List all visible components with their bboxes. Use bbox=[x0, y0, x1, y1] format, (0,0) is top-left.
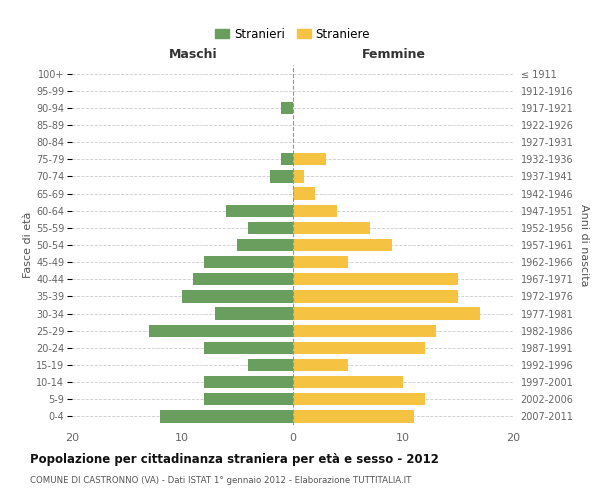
Legend: Stranieri, Straniere: Stranieri, Straniere bbox=[211, 24, 374, 44]
Bar bbox=[293, 290, 458, 302]
Bar bbox=[293, 222, 370, 234]
Bar bbox=[293, 204, 337, 217]
Bar bbox=[182, 290, 293, 302]
Text: Femmine: Femmine bbox=[362, 48, 426, 62]
Bar bbox=[293, 410, 414, 422]
Bar bbox=[293, 359, 347, 371]
Y-axis label: Anni di nascita: Anni di nascita bbox=[579, 204, 589, 286]
Bar bbox=[293, 188, 314, 200]
Bar bbox=[281, 153, 293, 166]
Bar bbox=[293, 153, 326, 166]
Bar bbox=[149, 324, 293, 337]
Text: Popolazione per cittadinanza straniera per età e sesso - 2012: Popolazione per cittadinanza straniera p… bbox=[30, 452, 439, 466]
Bar bbox=[293, 239, 392, 251]
Bar bbox=[293, 256, 347, 268]
Bar bbox=[271, 170, 293, 182]
Bar bbox=[293, 393, 425, 406]
Text: Maschi: Maschi bbox=[169, 48, 218, 62]
Bar bbox=[160, 410, 293, 422]
Bar bbox=[293, 342, 425, 354]
Bar bbox=[204, 256, 293, 268]
Bar bbox=[238, 239, 293, 251]
Bar bbox=[293, 324, 436, 337]
Bar bbox=[204, 342, 293, 354]
Bar bbox=[204, 376, 293, 388]
Bar bbox=[293, 273, 458, 285]
Bar bbox=[204, 393, 293, 406]
Bar bbox=[193, 273, 293, 285]
Bar bbox=[226, 204, 293, 217]
Bar bbox=[281, 102, 293, 114]
Bar bbox=[248, 359, 293, 371]
Y-axis label: Fasce di età: Fasce di età bbox=[23, 212, 33, 278]
Bar bbox=[248, 222, 293, 234]
Bar bbox=[293, 376, 403, 388]
Bar bbox=[293, 170, 304, 182]
Bar bbox=[293, 308, 480, 320]
Bar bbox=[215, 308, 293, 320]
Text: COMUNE DI CASTRONNO (VA) - Dati ISTAT 1° gennaio 2012 - Elaborazione TUTTITALIA.: COMUNE DI CASTRONNO (VA) - Dati ISTAT 1°… bbox=[30, 476, 412, 485]
